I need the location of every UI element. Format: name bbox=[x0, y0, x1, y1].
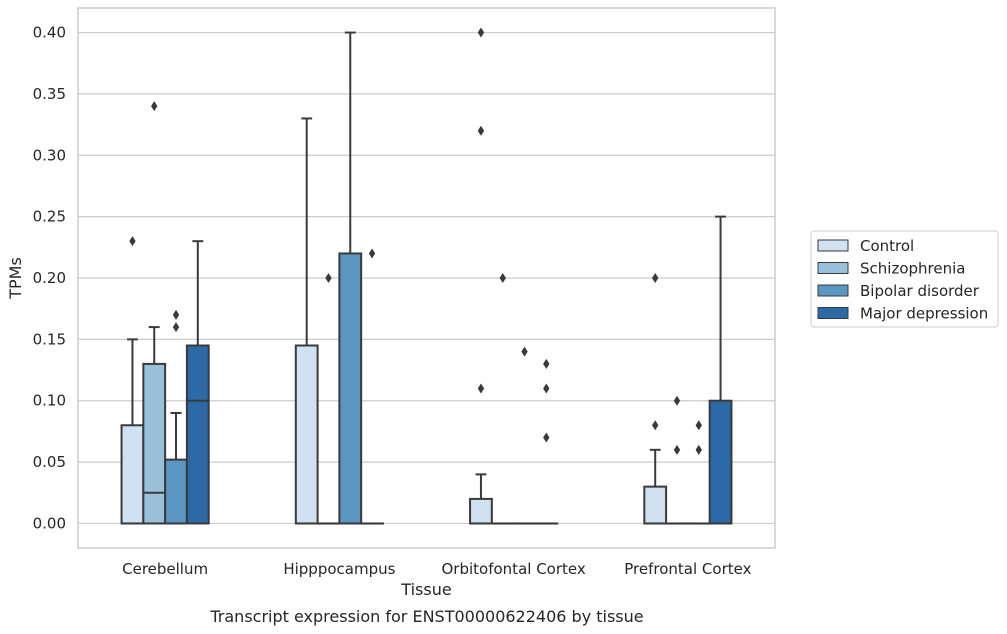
y-tick-label: 0.00 bbox=[33, 514, 66, 532]
box-body bbox=[185, 344, 210, 525]
outlier-point bbox=[129, 236, 136, 247]
outlier-point bbox=[652, 420, 659, 431]
legend-entry: Bipolar disorder bbox=[860, 282, 980, 300]
y-tick-label: 0.10 bbox=[33, 392, 66, 410]
outlier-point bbox=[652, 273, 659, 283]
box-body bbox=[164, 458, 188, 525]
box-major-depression bbox=[360, 248, 384, 525]
y-tick-label: 0.20 bbox=[33, 269, 66, 287]
outlier-point bbox=[499, 273, 506, 283]
outlier-point bbox=[673, 395, 681, 406]
legend-swatch bbox=[817, 307, 849, 319]
box-major-depression bbox=[185, 240, 210, 525]
plot-frame bbox=[77, 7, 776, 549]
y-tick-label: 0.05 bbox=[33, 453, 66, 471]
y-tick-label: 0.30 bbox=[33, 146, 66, 164]
x-tick-labels: Cerebellum Hipppocampus Orbitofontal Corte… bbox=[122, 560, 751, 578]
legend-swatch bbox=[817, 284, 849, 297]
outlier-point bbox=[477, 125, 485, 136]
box-body bbox=[120, 424, 145, 525]
y-tick-label: 0.25 bbox=[33, 208, 66, 226]
box-schizophrenia bbox=[490, 273, 515, 525]
box-schizophrenia bbox=[665, 395, 689, 525]
box-major-depression bbox=[534, 358, 559, 525]
box-control bbox=[294, 117, 319, 525]
box-bipolar-disorder bbox=[338, 31, 363, 525]
y-tick-label: 0.15 bbox=[33, 330, 66, 348]
x-tick-label: Cerebellum bbox=[122, 560, 208, 578]
outlier-point bbox=[368, 248, 376, 259]
box-body bbox=[142, 362, 167, 525]
legend-entry: Control bbox=[860, 237, 914, 255]
outlier-point bbox=[151, 101, 158, 112]
box-control bbox=[643, 273, 668, 525]
y-tick-labels: 0.00 0.05 0.10 0.15 0.20 0.25 0.30 0.35 0.40 bbox=[33, 24, 66, 533]
outlier-point bbox=[543, 432, 550, 443]
outlier-point bbox=[325, 273, 332, 283]
outlier-point bbox=[172, 309, 180, 320]
y-axis-label: TPMs bbox=[6, 257, 25, 300]
y-tick-label: 0.40 bbox=[33, 24, 66, 42]
legend-entry: Schizophrenia bbox=[860, 260, 965, 278]
y-tick-label: 0.35 bbox=[33, 85, 66, 103]
x-axis-label: Tissue bbox=[400, 580, 451, 599]
boxes bbox=[120, 27, 733, 525]
outlier-point bbox=[477, 383, 485, 394]
outlier-point bbox=[543, 358, 550, 369]
box-schizophrenia bbox=[142, 101, 167, 525]
box-body bbox=[294, 344, 319, 525]
x-tick-label: Prefrontal Cortex bbox=[624, 560, 751, 578]
legend-swatch bbox=[817, 262, 849, 274]
box-control bbox=[469, 27, 493, 525]
legend-entry: Major depression bbox=[860, 305, 988, 323]
box-body bbox=[708, 399, 733, 525]
box-major-depression bbox=[708, 215, 733, 525]
legend: Control Schizophrenia Bipolar disorder Majo… bbox=[810, 230, 999, 328]
outlier-point bbox=[543, 383, 550, 394]
box-body bbox=[643, 485, 668, 525]
x-tick-label: Orbitofontal Cortex bbox=[442, 560, 586, 578]
outlier-point bbox=[673, 444, 681, 455]
box-body bbox=[338, 252, 363, 525]
x-tick-label: Hipppocampus bbox=[283, 560, 395, 578]
box-body bbox=[469, 497, 493, 525]
legend-frame bbox=[810, 230, 999, 328]
outlier-point bbox=[172, 322, 180, 333]
chart-caption: Transcript expression for ENST0000062240… bbox=[209, 607, 643, 626]
outlier-point bbox=[521, 346, 528, 357]
legend-swatch bbox=[817, 239, 849, 252]
outlier-point bbox=[477, 27, 485, 38]
outlier-point bbox=[695, 444, 702, 455]
outlier-point bbox=[695, 420, 702, 431]
